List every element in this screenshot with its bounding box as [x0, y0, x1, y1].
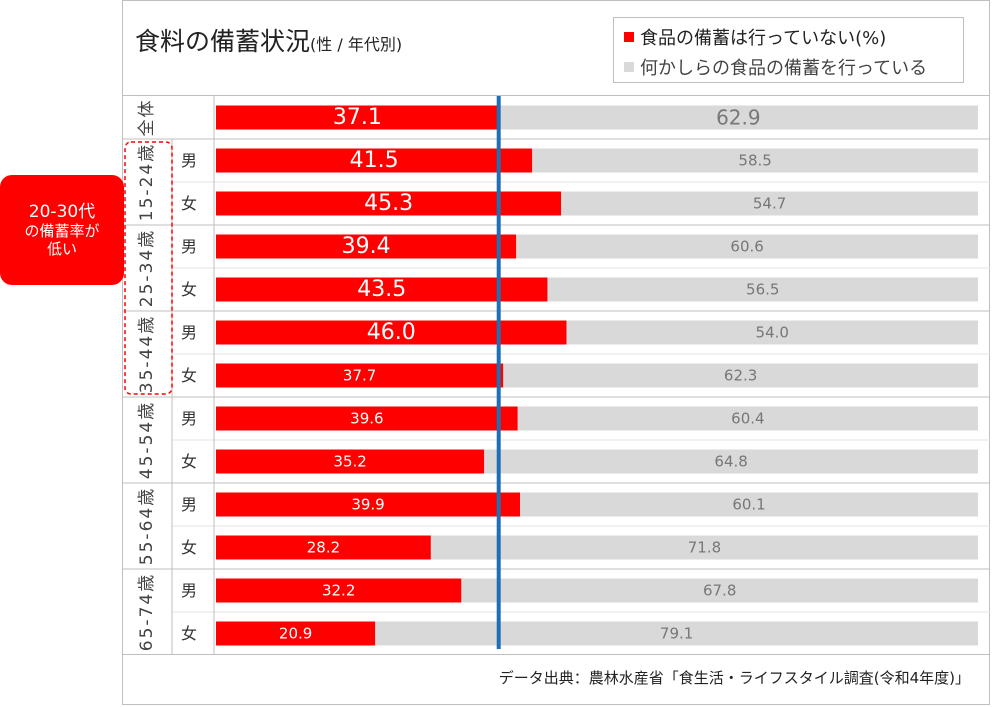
- sex-label: 男: [181, 323, 197, 342]
- chart-footer: データ出典：農林水産省「食生活・ライフスタイル調査(令和4年度)」: [122, 654, 990, 705]
- value-label-not-stocking: 39.9: [351, 496, 384, 514]
- bar-stocking: [484, 449, 978, 474]
- value-label-stocking: 54.0: [756, 324, 789, 342]
- value-label-stocking: 67.8: [703, 582, 736, 600]
- bar-stocking: [520, 492, 978, 517]
- value-label-not-stocking: 39.6: [350, 410, 383, 428]
- sex-label: 女: [181, 194, 197, 213]
- value-label-stocking: 60.1: [732, 496, 765, 514]
- bar-not-stocking: [216, 535, 431, 560]
- bar-chart: 全体 37.1 62.915-24歳男 41.5 58.5女 45.3 54.725-34歳…: [122, 96, 990, 654]
- callout-line-2: の備蓄率が: [24, 222, 100, 241]
- value-label-not-stocking: 45.3: [364, 191, 413, 216]
- bar-stocking: [430, 535, 978, 560]
- value-label-stocking: 64.8: [714, 453, 747, 471]
- value-label-stocking: 62.3: [724, 367, 757, 385]
- callout-line-3: 低い: [46, 240, 77, 259]
- group-label-35-44歳: 35-44歳: [137, 315, 157, 393]
- bar-stocking: [516, 234, 978, 259]
- value-label-stocking: 54.7: [753, 195, 786, 213]
- group-label-45-54歳: 45-54歳: [137, 401, 157, 479]
- chart-title: 食料の備蓄状況(性 / 年代別): [135, 22, 402, 58]
- value-label-stocking: 58.5: [738, 152, 771, 170]
- legend-label-not-stocking: 食品の備蓄は行っていない(%): [640, 28, 887, 49]
- title-main: 食料の備蓄状況: [135, 27, 311, 56]
- bar-not-stocking: [216, 449, 485, 474]
- value-label-not-stocking: 28.2: [307, 539, 340, 557]
- sex-label: 男: [181, 409, 197, 428]
- bar-stocking: [498, 105, 978, 130]
- chart-frame: [122, 0, 990, 705]
- bar-not-stocking: [216, 406, 518, 431]
- bar-not-stocking: [216, 492, 521, 517]
- value-label-not-stocking: 43.5: [357, 277, 406, 302]
- value-label-stocking: 60.4: [731, 410, 764, 428]
- value-label-not-stocking: 41.5: [350, 148, 399, 173]
- bar-stocking: [532, 148, 978, 173]
- bar-stocking: [566, 320, 978, 345]
- legend-item-stocking: 何かしらの食品の備蓄を行っている: [624, 54, 927, 80]
- callout-box: 20-30代 の備蓄率が 低い: [0, 175, 124, 285]
- value-label-not-stocking: 46.0: [367, 320, 416, 345]
- bar-stocking: [561, 191, 978, 216]
- bar-not-stocking: [216, 621, 376, 646]
- value-label-not-stocking: 37.1: [333, 105, 382, 130]
- value-label-not-stocking: 20.9: [279, 625, 312, 643]
- bar-stocking: [461, 578, 978, 603]
- value-label-not-stocking: 39.4: [342, 234, 391, 259]
- value-label-stocking: 71.8: [688, 539, 721, 557]
- bar-not-stocking: [216, 191, 562, 216]
- bar-not-stocking: [216, 320, 567, 345]
- sex-label: 男: [181, 581, 197, 600]
- legend-swatch-red: [624, 32, 634, 42]
- bar-not-stocking: [216, 277, 548, 302]
- value-label-not-stocking: 37.7: [343, 367, 376, 385]
- sex-label: 男: [181, 237, 197, 256]
- sex-label: 男: [181, 495, 197, 514]
- group-label-全体: 全体: [137, 99, 157, 137]
- legend-label-stocking: 何かしらの食品の備蓄を行っている: [640, 58, 928, 79]
- callout-line-1: 20-30代: [28, 201, 96, 222]
- title-subtitle: (性 / 年代別): [310, 35, 403, 54]
- bar-stocking: [517, 406, 978, 431]
- sex-label: 女: [181, 280, 197, 299]
- group-label-55-64歳: 55-64歳: [137, 487, 157, 565]
- bar-not-stocking: [216, 148, 533, 173]
- group-label-25-34歳: 25-34歳: [137, 229, 157, 307]
- sex-label: 女: [181, 366, 197, 385]
- group-label-65-74歳: 65-74歳: [137, 573, 157, 651]
- bar-stocking: [503, 363, 978, 388]
- value-label-not-stocking: 35.2: [333, 453, 366, 471]
- value-label-not-stocking: 32.2: [322, 582, 355, 600]
- bar-stocking: [375, 621, 978, 646]
- sex-label: 男: [181, 151, 197, 170]
- bar-not-stocking: [216, 234, 517, 259]
- sex-label: 女: [181, 452, 197, 471]
- value-label-stocking: 79.1: [660, 625, 693, 643]
- group-label-15-24歳: 15-24歳: [137, 143, 157, 221]
- value-label-stocking: 56.5: [746, 281, 779, 299]
- value-label-stocking: 60.6: [730, 238, 763, 256]
- bar-not-stocking: [216, 105, 499, 130]
- sex-label: 女: [181, 538, 197, 557]
- value-label-stocking: 62.9: [716, 106, 761, 130]
- bar-stocking: [547, 277, 978, 302]
- chart-header: [122, 0, 990, 96]
- bar-not-stocking: [216, 578, 462, 603]
- source-note: データ出典：農林水産省「食生活・ライフスタイル調査(令和4年度)」: [498, 669, 970, 687]
- legend-item-not-stocking: 食品の備蓄は行っていない(%): [624, 24, 886, 50]
- sex-label: 女: [181, 624, 197, 643]
- highlight-dashed-box: [124, 141, 173, 395]
- bar-not-stocking: [216, 363, 504, 388]
- legend-swatch-gray: [624, 62, 634, 72]
- legend: 食品の備蓄は行っていない(%) 何かしらの食品の備蓄を行っている: [613, 17, 964, 83]
